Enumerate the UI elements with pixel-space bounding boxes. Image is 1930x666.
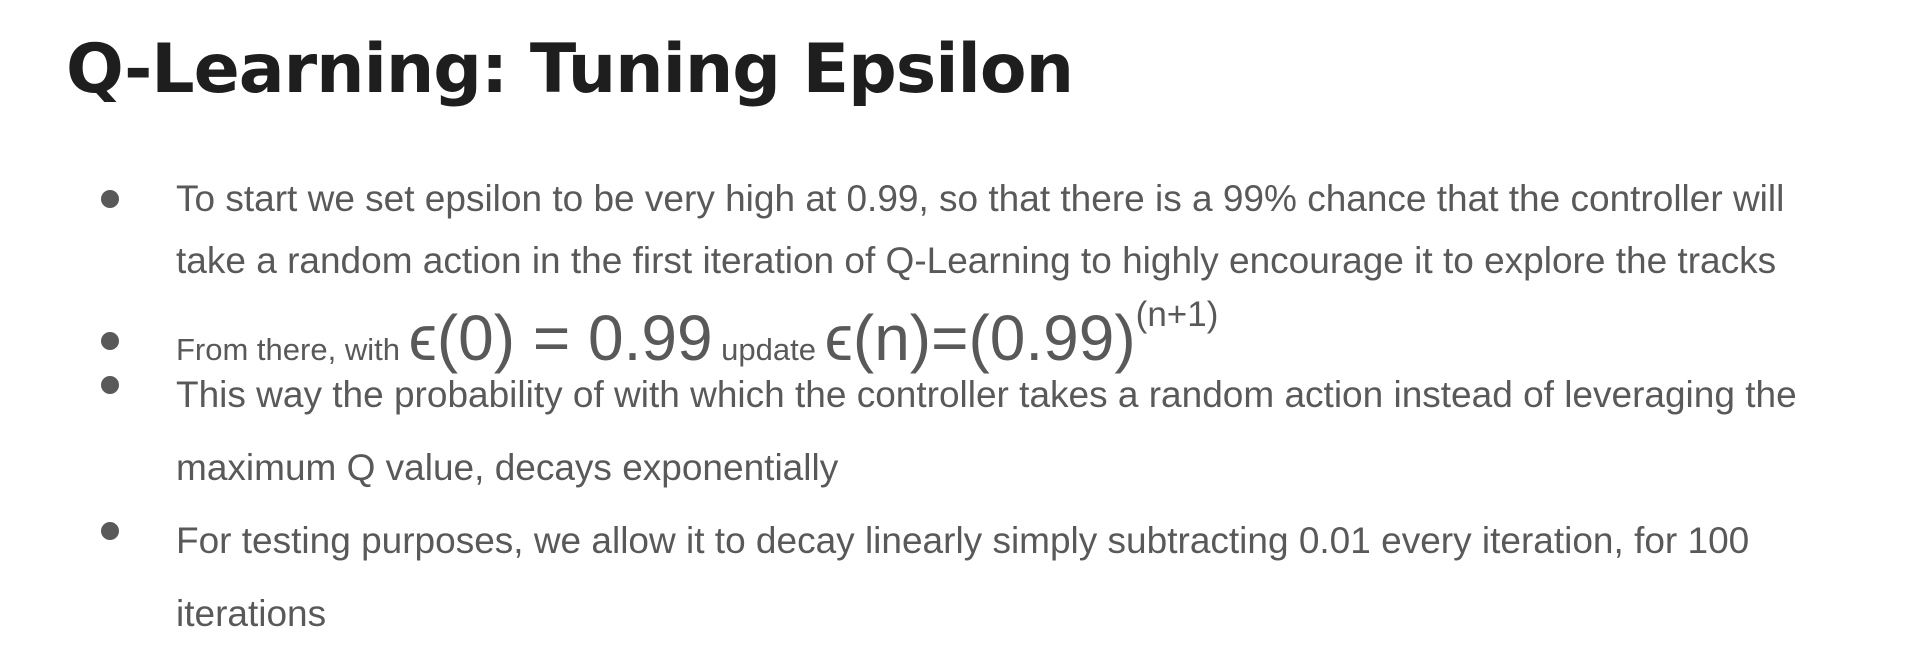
bullet-text: To start we set epsilon to be very high … — [176, 168, 1866, 292]
formula-initial-epsilon: ϵ(0) = 0.99 — [408, 302, 713, 374]
formula-row: From there, with ϵ(0) = 0.99 update ϵ(n)… — [176, 297, 1218, 370]
bullet-dot-icon — [101, 376, 119, 394]
bullet-text: This way the probability of with which t… — [176, 358, 1866, 504]
bullet-line: For testing purposes, we allow it to dec… — [176, 520, 1750, 561]
formula-middle: update — [712, 332, 825, 367]
bullet-text: For testing purposes, we allow it to dec… — [176, 504, 1866, 650]
slide-title: Q-Learning: Tuning Epsilon — [66, 30, 1074, 109]
bullet-dot-icon — [101, 190, 119, 208]
bullet-line: To start we set epsilon to be very high … — [176, 178, 1785, 219]
bullet-dot-icon — [101, 332, 119, 350]
bullet-line: This way the probability of with which t… — [176, 374, 1797, 415]
bullet-line: iterations — [176, 593, 327, 634]
formula-update-epsilon: ϵ(n)=(0.99) — [824, 302, 1136, 374]
formula-prefix: From there, with — [176, 332, 409, 367]
formula-exponent: (n+1) — [1135, 295, 1219, 334]
bullet-line: maximum Q value, decays exponentially — [176, 447, 839, 488]
bullet-dot-icon — [101, 522, 119, 540]
bullet-line: take a random action in the first iterat… — [176, 240, 1777, 281]
bullet-text: From there, with ϵ(0) = 0.99 update ϵ(n)… — [176, 290, 1866, 370]
